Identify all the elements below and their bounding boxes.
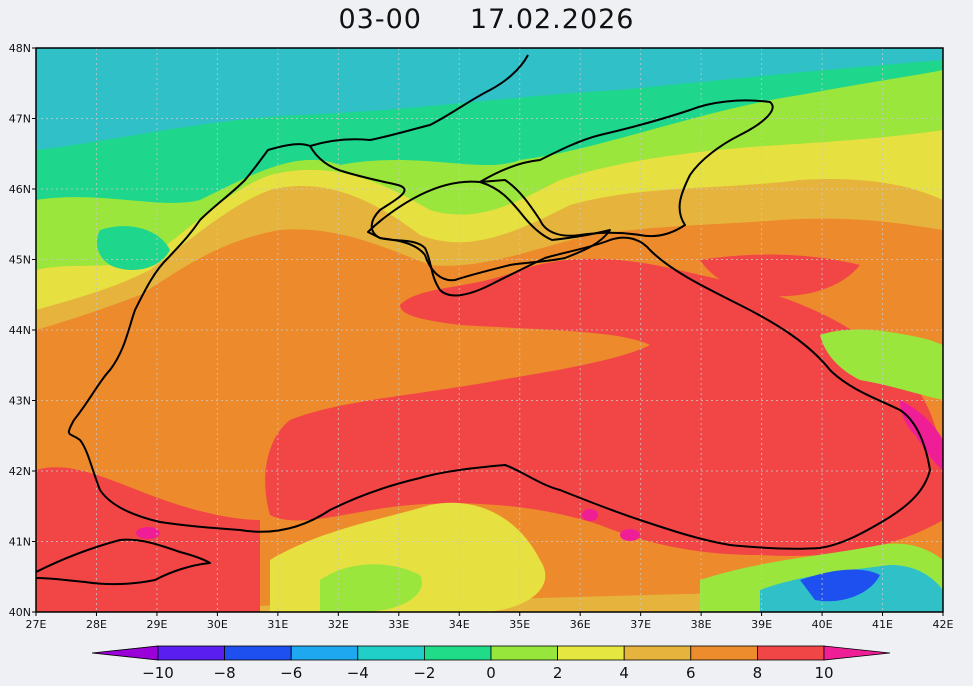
- lon-tick-label: 39E: [751, 618, 772, 631]
- lat-tick-label: 45N: [9, 254, 31, 267]
- dnieper-estuary: [309, 54, 529, 147]
- colorbar-swatch: [290, 645, 359, 661]
- lat-tick-label: 47N: [9, 113, 31, 126]
- title-time: 03-00: [338, 4, 422, 35]
- lat-tick-label: 48N: [9, 42, 31, 55]
- colorbar-swatch: [157, 645, 225, 661]
- colorbar-label: 4: [619, 664, 629, 682]
- colorbar-swatch: [557, 645, 625, 661]
- title-date: 17.02.2026: [469, 4, 635, 35]
- colorbar-label: 6: [686, 664, 696, 682]
- lon-tick-label: 38E: [691, 618, 712, 631]
- colorbar-swatch: [357, 645, 425, 661]
- colorbar-extend-high: [823, 645, 891, 661]
- lon-tick-label: 33E: [388, 618, 409, 631]
- lon-tick-label: 32E: [328, 618, 349, 631]
- map-title: 03-00 17.02.2026: [0, 4, 973, 44]
- colorbar-swatch: [623, 645, 692, 661]
- lat-tick-label: 42N: [9, 465, 31, 478]
- lon-tick-label: 27E: [26, 618, 47, 631]
- azov-coast: [479, 99, 774, 238]
- lat-tick-label: 43N: [9, 395, 31, 408]
- map-grid: [36, 48, 943, 612]
- lon-tick-label: 31E: [267, 618, 288, 631]
- colorbar-label: 0: [486, 664, 496, 682]
- lon-tick-label: 34E: [449, 618, 470, 631]
- field-se-blue: [800, 569, 880, 602]
- lon-tick-label: 36E: [570, 618, 591, 631]
- colorbar-swatch: [224, 645, 292, 661]
- field-east-green: [820, 329, 943, 400]
- lat-tick-label: 41N: [9, 536, 31, 549]
- lon-tick-label: 28E: [86, 618, 107, 631]
- colorbar-label: −8: [214, 664, 236, 682]
- lon-tick-label: 35E: [509, 618, 530, 631]
- colorbar-label: −4: [347, 664, 369, 682]
- colorbar: −10 −8 −6 −4 −2 0 2 4 6 8 10: [91, 645, 891, 682]
- colorbar-swatch: [490, 645, 558, 661]
- lon-tick-label: 41E: [872, 618, 893, 631]
- field-south-green: [320, 564, 422, 612]
- marmara-coast: [35, 538, 211, 586]
- lat-ticks: 48N 47N 46N 45N 44N 43N 42N 41N 40N: [9, 42, 36, 619]
- coastline: [35, 54, 931, 586]
- colorbar-label: 2: [553, 664, 563, 682]
- field-speck-1: [136, 527, 160, 539]
- crimea-coast: [367, 180, 611, 282]
- field-speck-2: [582, 509, 598, 521]
- colorbar-swatch: [757, 645, 825, 661]
- field-speck-3: [620, 529, 640, 541]
- colorbar-label: 8: [753, 664, 763, 682]
- colorbar-label: −6: [280, 664, 302, 682]
- colorbar-swatch: [423, 645, 492, 661]
- field-red-sw: [36, 467, 260, 612]
- colorbar-swatch: [690, 645, 758, 661]
- lat-tick-label: 44N: [9, 324, 31, 337]
- temperature-field: [36, 48, 943, 612]
- field-red-east: [700, 254, 860, 297]
- lon-tick-label: 42E: [933, 618, 954, 631]
- lon-tick-label: 37E: [630, 618, 651, 631]
- lat-tick-label: 46N: [9, 183, 31, 196]
- lat-tick-label: 40N: [9, 606, 31, 619]
- colorbar-label: −10: [142, 664, 174, 682]
- colorbar-label: −2: [413, 664, 435, 682]
- lon-tick-label: 30E: [207, 618, 228, 631]
- black-sea-coast: [67, 143, 931, 550]
- lon-tick-label: 40E: [812, 618, 833, 631]
- lon-tick-label: 29E: [146, 618, 167, 631]
- field-red: [265, 258, 943, 556]
- lon-ticks: 27E 28E 29E 30E 31E 32E 33E 34E 35E 36E 37E 38E 39E 4…: [26, 612, 954, 631]
- colorbar-label: 10: [814, 664, 833, 682]
- colorbar-extend-low: [91, 645, 159, 661]
- field-east-magenta: [900, 400, 943, 470]
- field-north-teal: [36, 51, 440, 140]
